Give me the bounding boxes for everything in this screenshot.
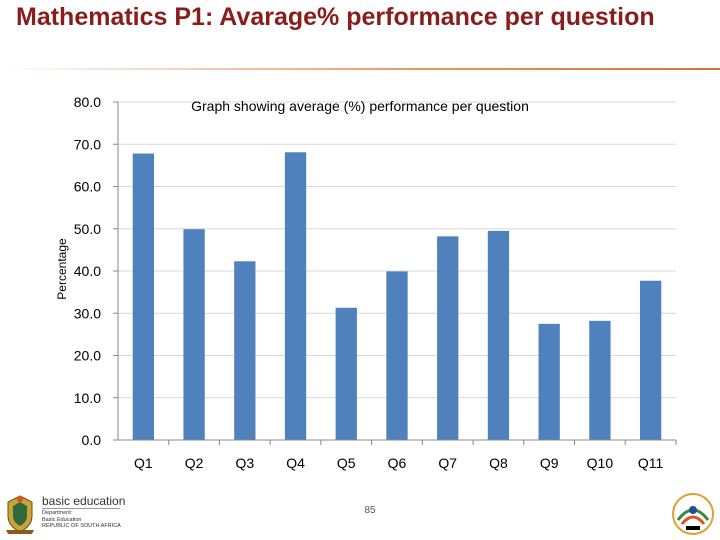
bar-q6 bbox=[386, 271, 408, 440]
y-tick-label: 40.0 bbox=[74, 263, 101, 279]
chart-title: Graph showing average (%) performance pe… bbox=[191, 98, 529, 114]
y-tick-label: 0.0 bbox=[82, 432, 102, 448]
logo-subtext: Department: Basic Education REPUBLIC OF … bbox=[42, 510, 142, 530]
bar-q3 bbox=[234, 261, 256, 440]
department-logo: basic education Department: Basic Educat… bbox=[2, 492, 152, 538]
x-tick-label: Q3 bbox=[235, 455, 254, 471]
bar-q9 bbox=[538, 323, 560, 440]
logo-name: basic education bbox=[42, 494, 126, 508]
x-tick-label: Q1 bbox=[134, 455, 153, 471]
bar-q10 bbox=[589, 320, 611, 440]
bar-q5 bbox=[335, 307, 357, 440]
coat-of-arms-icon bbox=[6, 495, 34, 534]
x-tick-label: Q11 bbox=[638, 455, 664, 471]
bar-q7 bbox=[437, 236, 459, 440]
y-tick-label: 80.0 bbox=[74, 94, 101, 110]
y-axis-label: Percentage bbox=[55, 238, 69, 300]
x-tick-label: Q2 bbox=[185, 455, 204, 471]
bar-q1 bbox=[132, 153, 155, 441]
slide-title: Mathematics P1: Avarage% performance per… bbox=[16, 3, 655, 31]
y-tick-label: 70.0 bbox=[74, 136, 101, 152]
anniversary-badge-icon bbox=[672, 493, 714, 535]
y-tick-label: 30.0 bbox=[74, 305, 101, 321]
y-tick-label: 10.0 bbox=[74, 390, 101, 406]
chart-gridlines bbox=[118, 101, 676, 399]
bar-q4 bbox=[284, 152, 307, 440]
bar-q2 bbox=[183, 229, 205, 440]
logo-line: Basic Education bbox=[42, 516, 82, 523]
bar-chart: 0.0 10.0 20.0 30.0 40.0 50.0 60.0 70.0 80.0 Q1 Q2 Q… bbox=[55, 94, 677, 471]
logo-divider bbox=[42, 508, 120, 509]
x-tick-label: Q10 bbox=[587, 455, 614, 471]
logo-line: Department: bbox=[42, 510, 73, 516]
x-tick-label: Q5 bbox=[337, 455, 356, 471]
x-tick-label: Q6 bbox=[388, 455, 407, 471]
x-tick-label: Q9 bbox=[540, 455, 559, 471]
y-tick-label: 50.0 bbox=[74, 221, 101, 237]
chart-bars bbox=[132, 152, 662, 441]
title-divider bbox=[0, 68, 720, 70]
logo-line: REPUBLIC OF SOUTH AFRICA bbox=[42, 523, 121, 529]
chart-axes: 0.0 10.0 20.0 30.0 40.0 50.0 60.0 70.0 80.0 Q1 Q2 Q… bbox=[74, 94, 677, 471]
x-tick-label: Q8 bbox=[489, 455, 508, 471]
bar-q11 bbox=[639, 280, 662, 440]
y-tick-label: 20.0 bbox=[74, 348, 101, 364]
y-tick-label: 60.0 bbox=[74, 179, 101, 195]
page-number: 85 bbox=[364, 505, 376, 516]
x-tick-label: Q7 bbox=[438, 455, 457, 471]
x-tick-label: Q4 bbox=[286, 455, 305, 471]
bar-q8 bbox=[487, 230, 510, 440]
